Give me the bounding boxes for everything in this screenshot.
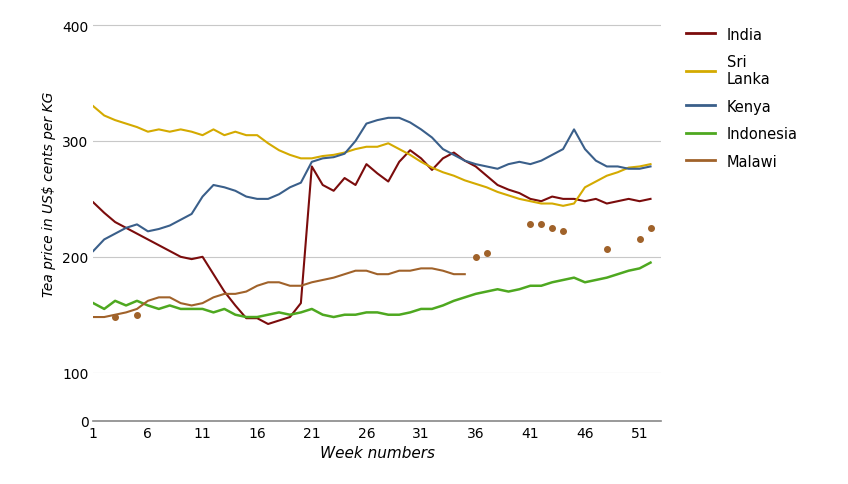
Kenya xyxy=(383,116,393,121)
Malawi xyxy=(153,295,164,301)
Sri
Lanka xyxy=(612,170,622,176)
Malawi xyxy=(438,268,448,274)
Line: Kenya: Kenya xyxy=(93,119,650,252)
Malawi xyxy=(252,283,262,289)
Malawi xyxy=(187,303,197,309)
Malawi xyxy=(361,268,371,274)
Malawi xyxy=(274,280,284,286)
India xyxy=(88,200,98,206)
Y-axis label: Tea price in US$ cents per KG: Tea price in US$ cents per KG xyxy=(42,91,57,296)
Malawi xyxy=(121,310,131,316)
Malawi xyxy=(296,283,306,289)
Indonesia xyxy=(438,303,448,309)
Line: Indonesia: Indonesia xyxy=(93,263,650,318)
Malawi xyxy=(328,275,338,281)
Indonesia xyxy=(296,310,306,316)
Malawi xyxy=(263,280,273,286)
Sri
Lanka xyxy=(350,147,360,152)
Sri
Lanka xyxy=(88,104,98,110)
India xyxy=(471,164,481,170)
Sri
Lanka xyxy=(132,125,142,131)
Indonesia xyxy=(88,301,98,306)
Sri
Lanka xyxy=(645,162,656,167)
Malawi xyxy=(394,268,404,274)
Indonesia xyxy=(612,272,622,277)
India xyxy=(132,231,142,237)
Malawi xyxy=(350,268,360,274)
Malawi xyxy=(88,315,98,320)
India xyxy=(645,197,656,202)
Malawi xyxy=(307,280,317,286)
Kenya xyxy=(460,158,470,164)
Malawi xyxy=(176,301,186,306)
Sri
Lanka xyxy=(285,152,295,158)
India xyxy=(405,148,416,154)
Malawi xyxy=(427,266,437,272)
Kenya xyxy=(285,185,295,191)
Malawi xyxy=(460,272,470,277)
Malawi xyxy=(220,291,230,297)
Indonesia xyxy=(132,298,142,304)
Kenya xyxy=(438,147,448,152)
Kenya xyxy=(88,249,98,255)
Malawi xyxy=(241,289,251,295)
Kenya xyxy=(350,139,360,145)
Malawi xyxy=(99,315,109,320)
Malawi xyxy=(165,295,175,301)
Malawi xyxy=(285,283,295,289)
Line: Sri
Lanka: Sri Lanka xyxy=(93,107,650,206)
Malawi xyxy=(383,272,393,277)
Malawi xyxy=(231,291,241,297)
Indonesia xyxy=(361,310,371,316)
Malawi xyxy=(209,295,219,301)
Malawi xyxy=(372,272,382,277)
Malawi xyxy=(449,272,459,277)
Kenya xyxy=(645,164,656,170)
Malawi xyxy=(405,268,416,274)
Malawi xyxy=(198,301,208,306)
Kenya xyxy=(132,222,142,228)
Sri
Lanka xyxy=(558,203,568,209)
Sri
Lanka xyxy=(449,173,459,179)
Malawi xyxy=(339,272,349,277)
X-axis label: Week numbers: Week numbers xyxy=(320,445,435,460)
India xyxy=(361,162,371,167)
Legend: India, Sri
Lanka, Kenya, Indonesia, Malawi: India, Sri Lanka, Kenya, Indonesia, Mala… xyxy=(680,22,804,175)
Kenya xyxy=(612,164,622,170)
Malawi xyxy=(318,277,328,283)
India xyxy=(263,321,273,327)
Malawi xyxy=(142,298,153,304)
Line: Malawi: Malawi xyxy=(93,269,465,318)
Line: India: India xyxy=(93,151,650,324)
Sri
Lanka xyxy=(427,166,437,171)
Indonesia xyxy=(460,295,470,301)
India xyxy=(296,301,306,306)
Indonesia xyxy=(645,260,656,266)
India xyxy=(449,151,459,156)
India xyxy=(394,160,404,166)
Indonesia xyxy=(241,315,251,320)
Malawi xyxy=(416,266,427,272)
Malawi xyxy=(132,306,142,312)
